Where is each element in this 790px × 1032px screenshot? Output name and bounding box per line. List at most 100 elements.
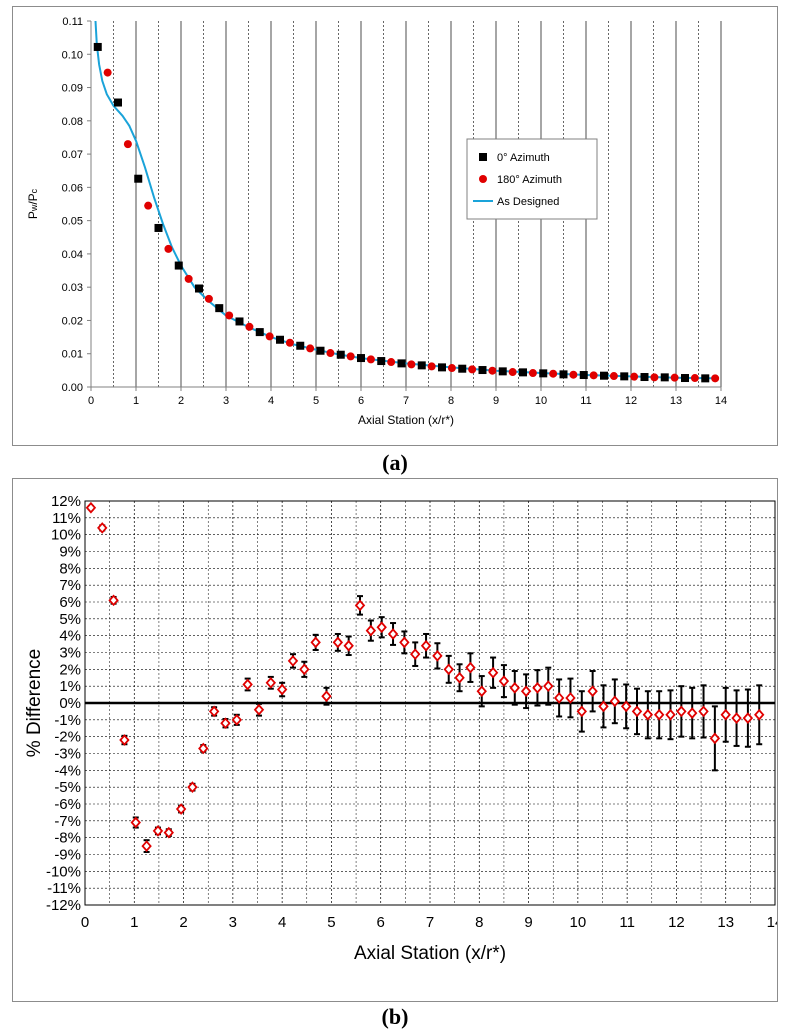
data-point-180-azimuth — [387, 358, 396, 367]
data-point-difference — [163, 826, 174, 839]
y-tick-label: 0.09 — [62, 83, 83, 95]
data-point-difference — [343, 635, 354, 657]
chart-a: 0.00 0.01 0.02 0.03 0.04 0.05 0.06 0.07 0.08 0.09… — [26, 16, 727, 427]
data-point-0-azimuth — [660, 373, 669, 382]
data-point-difference — [543, 666, 554, 706]
data-point-difference — [85, 501, 97, 514]
diamond-marker — [609, 695, 621, 708]
x-tick-label: 13 — [670, 395, 682, 407]
data-point-difference — [698, 684, 709, 739]
data-point-difference — [553, 678, 565, 718]
data-point-180-azimuth — [690, 374, 699, 383]
diamond-marker — [520, 685, 532, 698]
diamond-marker — [175, 803, 187, 815]
data-point-difference — [642, 690, 654, 740]
data-point-180-azimuth — [204, 294, 213, 303]
y-tick-label: -9% — [54, 847, 81, 864]
diamond-marker — [387, 628, 399, 640]
diamond-marker — [365, 624, 377, 637]
diamond-marker — [686, 707, 698, 719]
data-point-0-azimuth — [255, 328, 264, 337]
x-tick-label: 3 — [223, 395, 229, 407]
diamond-marker — [465, 661, 476, 674]
legend-square-marker — [479, 153, 487, 161]
data-point-180-azimuth — [144, 201, 153, 210]
diamond-marker — [576, 705, 588, 718]
diamond-marker — [85, 501, 97, 514]
data-point-difference — [620, 683, 632, 730]
diamond-marker — [152, 825, 164, 837]
y-tick-label: -3% — [54, 746, 81, 763]
data-point-180-azimuth — [306, 344, 315, 353]
data-point-180-azimuth — [184, 274, 193, 283]
diamond-marker — [553, 692, 565, 704]
y-tick-label: -2% — [54, 729, 81, 746]
diamond-marker — [487, 666, 499, 679]
y-tick-label: 9% — [59, 544, 81, 561]
x-tick-label: 14 — [715, 395, 727, 407]
diamond-marker — [242, 678, 253, 691]
y-tick-label: -5% — [54, 779, 81, 796]
diamond-marker — [198, 742, 209, 755]
diamond-marker — [476, 685, 487, 698]
y-tick-label: 0.02 — [62, 315, 83, 327]
diamond-marker — [343, 639, 354, 652]
y-tick-label: -10% — [46, 863, 81, 880]
data-point-difference — [242, 677, 253, 692]
diamond-marker — [709, 732, 721, 745]
data-point-difference — [119, 734, 130, 746]
data-point-difference — [354, 595, 366, 616]
data-point-difference — [265, 675, 277, 690]
data-point-0-azimuth — [235, 317, 244, 326]
y-tick-label: -4% — [54, 762, 81, 779]
x-tick-label: 5 — [327, 914, 335, 931]
diamond-marker — [410, 648, 421, 661]
y-tick-label: 0.06 — [62, 182, 83, 194]
data-point-difference — [509, 670, 520, 706]
diamond-marker — [276, 683, 288, 696]
data-point-difference — [609, 678, 621, 725]
data-point-0-azimuth — [519, 368, 527, 377]
caption-b: (b) — [381, 1004, 409, 1029]
data-point-180-azimuth — [670, 373, 679, 382]
data-point-0-azimuth — [377, 357, 386, 366]
data-point-0-azimuth — [174, 261, 183, 270]
x-tick-label: 12 — [625, 395, 637, 407]
x-tick-label: 7 — [403, 395, 409, 407]
data-point-0-azimuth — [478, 366, 487, 375]
data-point-difference — [187, 781, 198, 794]
chart-a-panel: 0.00 0.01 0.02 0.03 0.04 0.05 0.06 0.07 0.08 0.09… — [12, 6, 778, 446]
data-point-difference — [565, 677, 576, 719]
data-point-difference — [709, 705, 721, 772]
data-point-0-azimuth — [195, 284, 203, 293]
x-axis-title: Axial Station (x/r*) — [358, 413, 454, 427]
data-point-180-azimuth — [650, 373, 659, 382]
data-point-difference — [208, 705, 220, 718]
diamond-marker — [620, 700, 632, 713]
y-tick-label: 0.03 — [62, 282, 83, 294]
data-point-0-azimuth — [336, 350, 345, 359]
data-point-0-azimuth — [559, 370, 568, 379]
data-point-0-azimuth — [438, 363, 446, 372]
data-point-difference — [487, 656, 499, 689]
y-tick-label: 1% — [59, 678, 81, 695]
diamond-marker — [376, 621, 387, 634]
diamond-marker — [287, 655, 299, 667]
data-point-180-azimuth — [225, 311, 234, 320]
data-point-180-azimuth — [123, 140, 132, 149]
x-tick-label: 13 — [717, 914, 734, 931]
x-tick-label: 9 — [493, 395, 499, 407]
data-point-0-azimuth — [93, 42, 102, 51]
data-point-0-azimuth — [397, 359, 406, 368]
legend-circle-marker — [479, 175, 487, 183]
data-point-difference — [676, 685, 687, 738]
diamond-marker — [443, 663, 454, 676]
x-tick-label: 1 — [133, 395, 139, 407]
x-tick-label: 7 — [426, 914, 434, 931]
data-point-0-azimuth — [276, 335, 284, 344]
y-tick-label: 0.08 — [62, 116, 83, 128]
x-tick-label: 4 — [278, 914, 286, 931]
y-tick-label: 0.11 — [62, 16, 83, 28]
x-tick-label: 0 — [88, 395, 94, 407]
y-tick-label: 12% — [51, 493, 81, 510]
